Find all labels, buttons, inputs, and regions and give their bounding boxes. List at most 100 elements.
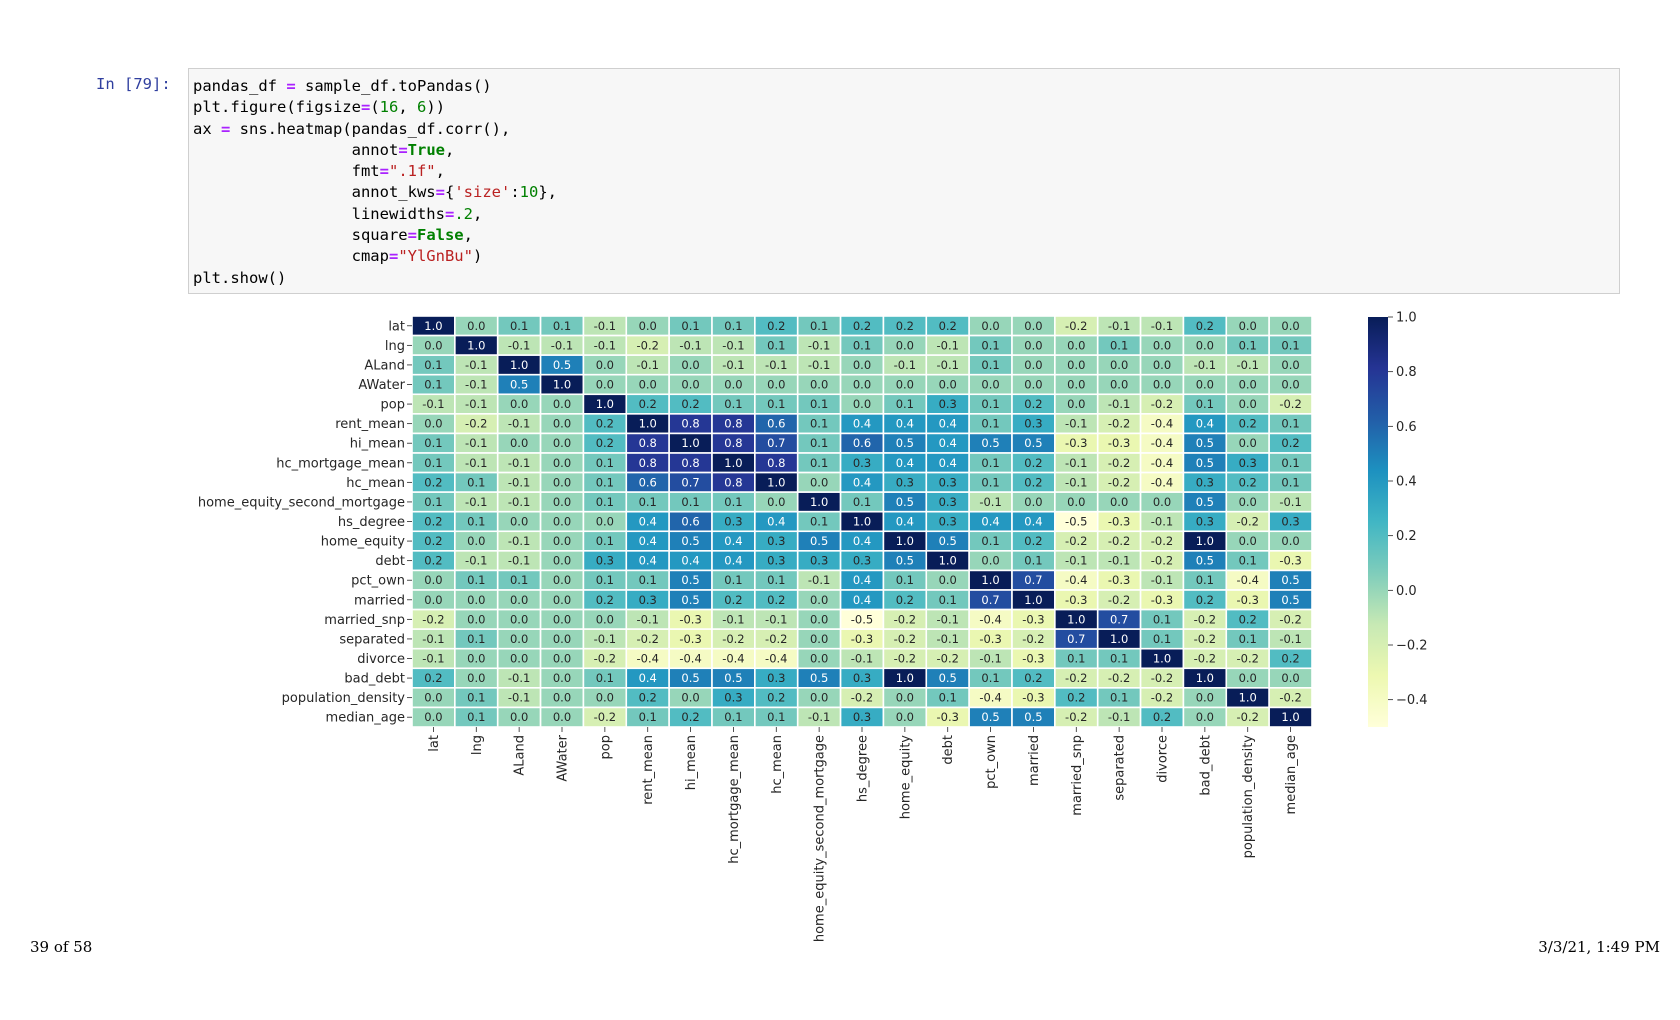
cell-annotation: 0.8 (724, 417, 742, 431)
cell-annotation: 0.2 (424, 554, 442, 568)
colorbar-tick-label: 0.4 (1396, 475, 1417, 490)
cell-annotation: 0.4 (639, 534, 657, 548)
cell-annotation: 0.3 (853, 710, 871, 724)
cell-annotation: -0.2 (1279, 612, 1301, 626)
cell-annotation: -0.1 (765, 612, 787, 626)
code-token: ) (472, 247, 483, 266)
cell-annotation: 0.0 (810, 632, 828, 646)
code-token: False (416, 226, 464, 245)
cell-annotation: 0.0 (424, 573, 442, 587)
cell-annotation: 1.0 (424, 319, 442, 333)
cell-annotation: 0.1 (553, 319, 571, 333)
cell-annotation: 0.4 (896, 456, 914, 470)
code-token: ".1f" (388, 162, 436, 181)
cell-annotation: 0.0 (553, 397, 571, 411)
cell-annotation: -0.1 (508, 475, 530, 489)
colorbar-tick-label: 0.0 (1396, 584, 1417, 599)
cell-annotation: 0.1 (467, 632, 485, 646)
cell-annotation: 0.0 (553, 573, 571, 587)
x-tick-label: separated (1113, 735, 1128, 801)
cell-annotation: -0.2 (1108, 534, 1130, 548)
y-tick-label: lng (385, 339, 405, 354)
cell-annotation: 0.1 (767, 397, 785, 411)
y-tick-label: separated (339, 632, 405, 647)
cell-annotation: 0.0 (553, 417, 571, 431)
x-tick-label: hc_mean (770, 735, 785, 794)
code-token: plt.show() (193, 268, 287, 287)
cell-annotation: 0.2 (1153, 710, 1171, 724)
cell-annotation: 0.2 (681, 710, 699, 724)
cell-annotation: 0.1 (853, 495, 871, 509)
cell-annotation: 0.4 (767, 515, 785, 529)
cell-annotation: -0.1 (936, 632, 958, 646)
cell-annotation: -0.2 (636, 338, 658, 352)
cell-annotation: 0.1 (424, 436, 442, 450)
cell-annotation: 0.0 (510, 710, 528, 724)
cell-annotation: 0.2 (724, 593, 742, 607)
cell-annotation: -0.1 (1065, 456, 1087, 470)
cell-annotation: 0.1 (467, 475, 485, 489)
cell-annotation: 0.4 (896, 515, 914, 529)
cell-annotation: 0.0 (1281, 358, 1299, 372)
cell-annotation: 0.1 (981, 456, 999, 470)
cell-annotation: 0.5 (1281, 593, 1299, 607)
cell-annotation: 1.0 (1153, 652, 1171, 666)
cell-annotation: 0.5 (681, 671, 699, 685)
correlation-heatmap: 1.0 0.0 0.1 0.1 -0.1 0.0 0.1 0.1 0.2 0.1 0.2 0.2 0.2… (198, 311, 1428, 943)
cell-annotation: -0.4 (679, 652, 701, 666)
x-tick-label: divorce (1156, 735, 1171, 783)
cell-annotation: 0.1 (724, 397, 742, 411)
cell-annotation: 0.2 (1024, 397, 1042, 411)
cell-annotation: -0.2 (894, 632, 916, 646)
cell-annotation: -0.1 (422, 632, 444, 646)
cell-annotation: -0.4 (636, 652, 658, 666)
cell-annotation: 0.0 (510, 593, 528, 607)
cell-annotation: 0.0 (424, 417, 442, 431)
cell-annotation: 0.7 (1067, 632, 1085, 646)
y-tick-label: bad_debt (344, 672, 405, 687)
cell-annotation: 0.1 (596, 671, 614, 685)
cell-annotation: 0.4 (639, 515, 657, 529)
cell-annotation: -0.1 (1108, 319, 1130, 333)
cell-annotation: 0.0 (1110, 378, 1128, 392)
cell-annotation: 0.1 (596, 573, 614, 587)
code-editor[interactable]: pandas_df = sample_df.toPandas() plt.figu… (188, 68, 1620, 294)
cell-annotation: 0.4 (939, 436, 957, 450)
cell-annotation: 1.0 (939, 554, 957, 568)
cell-annotation: 0.0 (1239, 495, 1257, 509)
cell-annotation: 0.1 (639, 710, 657, 724)
cell-annotation: 1.0 (810, 495, 828, 509)
cell-annotation: 0.4 (681, 554, 699, 568)
code-token: cmap (193, 247, 389, 266)
cell-annotation: 0.5 (681, 534, 699, 548)
cell-annotation: -0.1 (594, 632, 616, 646)
cell-annotation: 0.0 (639, 319, 657, 333)
cell-annotation: -0.1 (722, 338, 744, 352)
cell-annotation: 0.1 (1067, 652, 1085, 666)
code-token: 10 (519, 183, 539, 202)
cell-annotation: -0.1 (1236, 358, 1258, 372)
x-tick-label: married (1027, 735, 1042, 786)
x-tick-label: population_density (1241, 735, 1256, 859)
cell-annotation: 0.5 (510, 378, 528, 392)
cell-annotation: -0.1 (936, 338, 958, 352)
cell-annotation: 0.5 (981, 436, 999, 450)
cell-annotation: 0.1 (981, 417, 999, 431)
colorbar-tick-label: 0.8 (1396, 365, 1417, 380)
cell-annotation: 0.3 (1196, 475, 1214, 489)
cell-annotation: 0.2 (1281, 436, 1299, 450)
cell-annotation: 0.2 (1024, 534, 1042, 548)
cell-annotation: 1.0 (510, 358, 528, 372)
code-token: = (286, 77, 296, 95)
code-token: sns.heatmap(pandas_df.corr(), (230, 119, 511, 138)
cell-annotation: 0.3 (1281, 515, 1299, 529)
cell-annotation: 0.3 (596, 554, 614, 568)
x-tick-label: home_equity_second_mortgage (813, 735, 828, 942)
cell-annotation: 0.6 (639, 475, 657, 489)
x-tick-label: ALand (513, 735, 528, 776)
y-tick-label: pop (381, 398, 405, 413)
cell-annotation: 0.0 (553, 691, 571, 705)
colorbar (1368, 317, 1388, 727)
cell-annotation: 0.0 (553, 475, 571, 489)
colorbar-tick-label: 0.2 (1396, 529, 1417, 544)
